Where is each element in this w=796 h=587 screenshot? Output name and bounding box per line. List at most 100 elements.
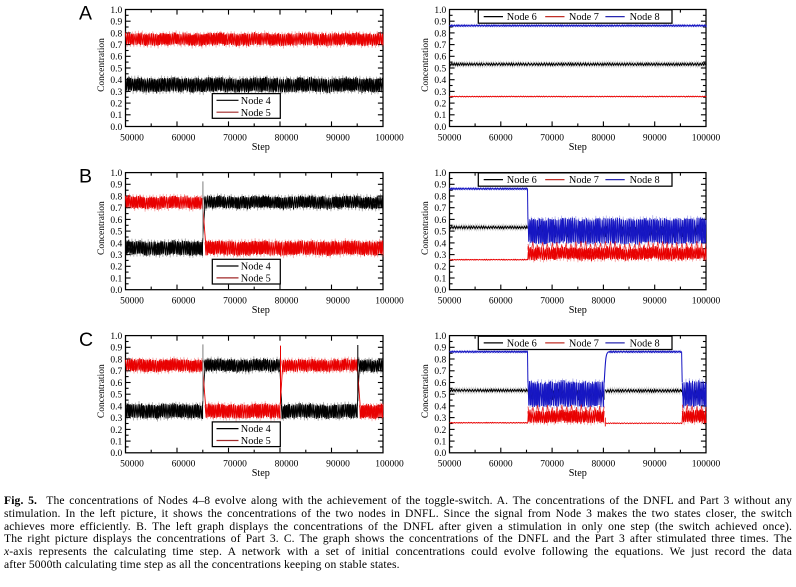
svg-text:0.7: 0.7: [434, 41, 446, 51]
svg-text:50000: 50000: [438, 460, 462, 470]
svg-text:0.2: 0.2: [110, 100, 122, 110]
svg-text:0.7: 0.7: [110, 204, 122, 214]
svg-text:0.8: 0.8: [110, 29, 122, 39]
svg-text:B: B: [79, 166, 92, 188]
svg-text:1.0: 1.0: [434, 6, 446, 16]
svg-text:A: A: [79, 3, 92, 25]
svg-text:Step: Step: [252, 142, 270, 153]
svg-text:0.4: 0.4: [434, 402, 446, 412]
svg-text:0.7: 0.7: [110, 367, 122, 377]
svg-text:Node 7: Node 7: [569, 338, 599, 349]
svg-text:100000: 100000: [692, 460, 721, 470]
svg-text:1.0: 1.0: [110, 332, 122, 342]
svg-text:0.1: 0.1: [434, 274, 446, 284]
svg-text:0.1: 0.1: [434, 438, 446, 448]
svg-text:Step: Step: [569, 305, 587, 316]
svg-text:0.9: 0.9: [110, 18, 122, 28]
svg-text:100000: 100000: [375, 133, 404, 143]
svg-text:80000: 80000: [275, 460, 299, 470]
svg-text:Node 6: Node 6: [507, 338, 537, 349]
svg-text:0.5: 0.5: [434, 64, 446, 74]
svg-text:80000: 80000: [592, 133, 616, 143]
svg-text:0.0: 0.0: [434, 286, 446, 296]
svg-text:90000: 90000: [326, 460, 350, 470]
svg-text:0.2: 0.2: [434, 263, 446, 273]
svg-text:0.5: 0.5: [434, 391, 446, 401]
svg-text:50000: 50000: [120, 297, 144, 307]
svg-text:0.2: 0.2: [110, 263, 122, 273]
svg-text:0.5: 0.5: [110, 64, 122, 74]
svg-text:0.4: 0.4: [110, 402, 122, 412]
svg-text:0.9: 0.9: [434, 344, 446, 354]
svg-text:0.4: 0.4: [434, 239, 446, 249]
svg-text:0.4: 0.4: [110, 76, 122, 86]
svg-text:Node 7: Node 7: [569, 12, 599, 23]
svg-text:0.3: 0.3: [110, 88, 122, 98]
svg-text:0.1: 0.1: [434, 111, 446, 121]
svg-text:0.2: 0.2: [110, 426, 122, 436]
svg-text:0.5: 0.5: [434, 228, 446, 238]
svg-text:50000: 50000: [438, 133, 462, 143]
svg-text:70000: 70000: [223, 297, 247, 307]
svg-text:70000: 70000: [540, 297, 564, 307]
svg-text:80000: 80000: [275, 133, 299, 143]
svg-text:70000: 70000: [540, 460, 564, 470]
svg-text:0.9: 0.9: [110, 344, 122, 354]
svg-text:100000: 100000: [692, 297, 721, 307]
svg-text:0.5: 0.5: [110, 228, 122, 238]
svg-text:Node 4: Node 4: [241, 96, 271, 107]
svg-text:0.0: 0.0: [110, 449, 122, 459]
svg-text:0.1: 0.1: [110, 111, 122, 121]
svg-text:100000: 100000: [692, 133, 721, 143]
svg-text:Node 8: Node 8: [630, 338, 660, 349]
svg-text:80000: 80000: [592, 460, 616, 470]
svg-text:C: C: [79, 329, 93, 351]
svg-text:0.9: 0.9: [434, 181, 446, 191]
svg-text:60000: 60000: [489, 133, 513, 143]
svg-text:Node 8: Node 8: [630, 175, 660, 186]
svg-text:0.3: 0.3: [110, 251, 122, 261]
svg-text:0.2: 0.2: [434, 100, 446, 110]
svg-text:Node 5: Node 5: [241, 274, 271, 285]
svg-text:0.1: 0.1: [110, 438, 122, 448]
svg-text:0.0: 0.0: [110, 286, 122, 296]
svg-text:100000: 100000: [375, 460, 404, 470]
svg-text:1.0: 1.0: [110, 169, 122, 179]
svg-text:60000: 60000: [489, 297, 513, 307]
svg-text:1.0: 1.0: [434, 169, 446, 179]
svg-text:70000: 70000: [223, 133, 247, 143]
svg-text:Concentration: Concentration: [421, 364, 431, 418]
svg-text:80000: 80000: [592, 297, 616, 307]
svg-text:0.7: 0.7: [110, 41, 122, 51]
svg-text:Concentration: Concentration: [97, 201, 107, 255]
svg-text:0.2: 0.2: [434, 426, 446, 436]
svg-text:60000: 60000: [489, 460, 513, 470]
svg-text:100000: 100000: [375, 297, 404, 307]
svg-text:0.8: 0.8: [110, 355, 122, 365]
svg-text:0.3: 0.3: [110, 414, 122, 424]
svg-text:50000: 50000: [120, 460, 144, 470]
svg-text:0.8: 0.8: [434, 29, 446, 39]
svg-text:Node 6: Node 6: [507, 175, 537, 186]
svg-text:0.6: 0.6: [110, 216, 122, 226]
svg-text:0.0: 0.0: [110, 123, 122, 133]
svg-text:0.7: 0.7: [434, 204, 446, 214]
svg-text:Concentration: Concentration: [421, 38, 431, 92]
svg-text:0.8: 0.8: [434, 355, 446, 365]
svg-text:0.3: 0.3: [434, 251, 446, 261]
svg-text:50000: 50000: [438, 297, 462, 307]
svg-text:Concentration: Concentration: [421, 201, 431, 255]
svg-text:90000: 90000: [643, 297, 667, 307]
svg-text:0.3: 0.3: [434, 414, 446, 424]
svg-text:60000: 60000: [172, 133, 196, 143]
svg-text:60000: 60000: [172, 460, 196, 470]
svg-text:90000: 90000: [643, 460, 667, 470]
svg-text:0.9: 0.9: [434, 18, 446, 28]
svg-text:Step: Step: [569, 142, 587, 153]
svg-text:Node 5: Node 5: [241, 108, 271, 119]
svg-text:Step: Step: [252, 468, 270, 479]
svg-text:70000: 70000: [223, 460, 247, 470]
svg-text:0.3: 0.3: [434, 88, 446, 98]
svg-text:Node 5: Node 5: [241, 436, 271, 447]
svg-text:0.0: 0.0: [434, 449, 446, 459]
